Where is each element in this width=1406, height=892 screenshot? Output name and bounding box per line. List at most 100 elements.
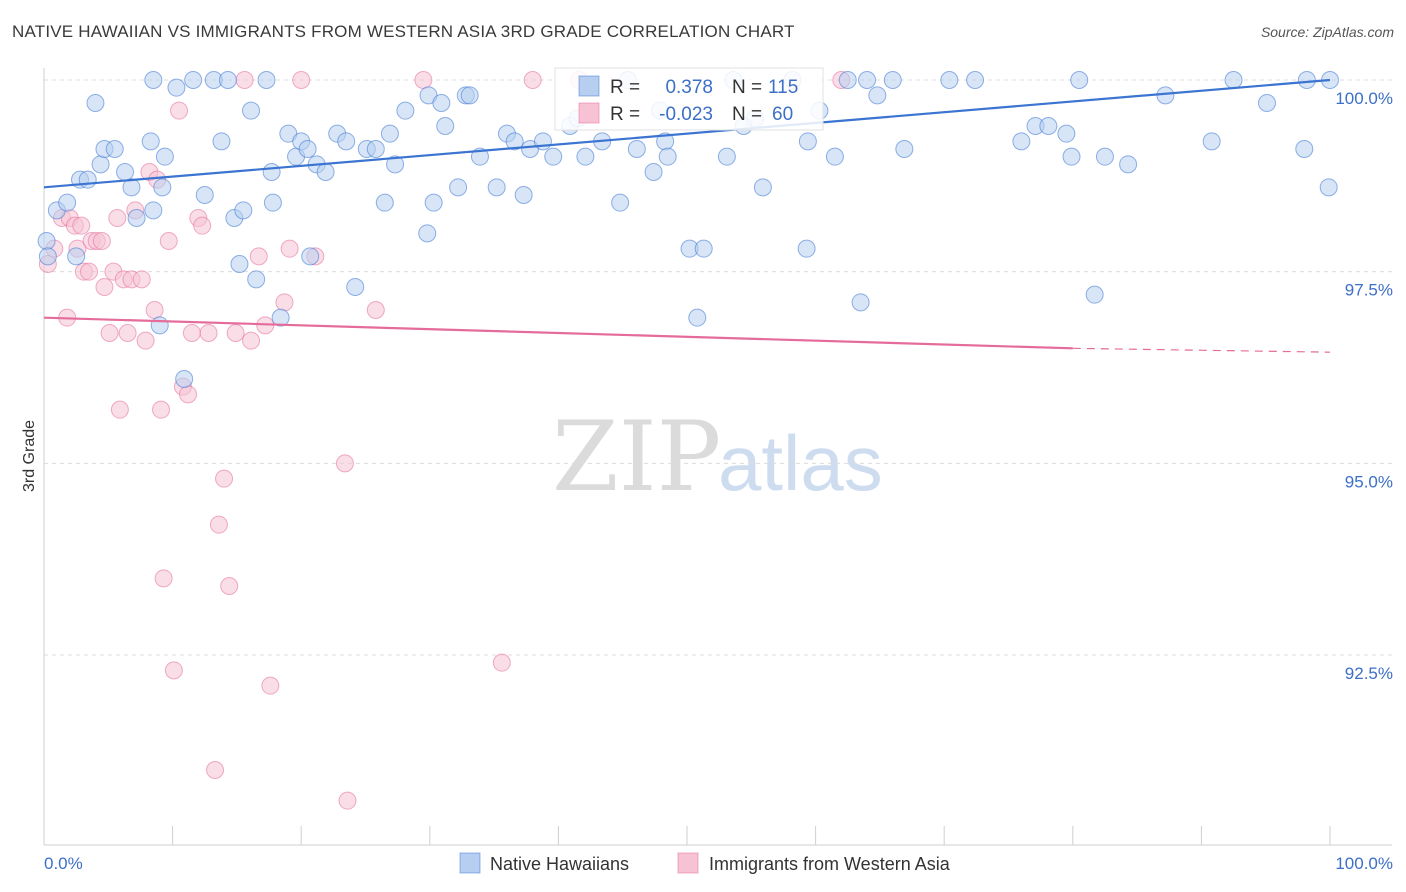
- data-point-native-hawaiians: [753, 178, 772, 197]
- data-point-immigrants-western-asia: [220, 577, 239, 595]
- data-point-native-hawaiians: [184, 71, 203, 89]
- data-point-native-hawaiians: [418, 224, 437, 243]
- data-point-immigrants-western-asia: [209, 515, 228, 534]
- data-point-native-hawaiians: [301, 247, 320, 266]
- data-point-native-hawaiians: [242, 101, 261, 120]
- data-point-native-hawaiians: [375, 193, 394, 212]
- data-point-immigrants-western-asia: [335, 454, 354, 473]
- data-point-immigrants-western-asia: [108, 209, 127, 227]
- data-point-native-hawaiians: [141, 132, 160, 151]
- source-note: Source: ZipAtlas.com: [1260, 24, 1394, 40]
- data-point-native-hawaiians: [627, 140, 646, 158]
- trend-line-immigrants-western-asia: [43, 316, 1073, 350]
- data-point-native-hawaiians: [1224, 71, 1243, 89]
- data-point-immigrants-western-asia: [280, 239, 299, 258]
- data-point-immigrants-western-asia: [366, 301, 385, 319]
- data-point-native-hawaiians: [337, 132, 356, 151]
- data-point-native-hawaiians: [58, 193, 77, 212]
- data-point-native-hawaiians: [316, 163, 335, 181]
- gridlines: [44, 79, 1392, 656]
- data-point-native-hawaiians: [1319, 178, 1338, 197]
- data-point-immigrants-western-asia: [275, 293, 294, 312]
- data-point-native-hawaiians: [1095, 147, 1114, 166]
- data-point-native-hawaiians: [798, 132, 817, 151]
- data-point-native-hawaiians: [396, 101, 415, 120]
- trend-line-immigrants-western-asia-extrapolated: [1072, 347, 1331, 353]
- data-point-native-hawaiians: [346, 278, 365, 296]
- data-point-immigrants-western-asia: [414, 71, 433, 89]
- data-point-native-hawaiians: [38, 247, 57, 266]
- stats-box: R = 0.378 N = 115 R = -0.023 N = 60: [554, 67, 824, 131]
- watermark: ZIP atlas: [552, 401, 883, 513]
- data-point-native-hawaiians: [644, 163, 663, 181]
- data-point-immigrants-western-asia: [206, 761, 225, 779]
- data-point-native-hawaiians: [851, 293, 870, 312]
- legend-blue-swatch: [459, 852, 481, 874]
- data-point-native-hawaiians: [67, 247, 86, 266]
- data-point-native-hawaiians: [505, 132, 524, 151]
- y-axis-title: 3rd Grade: [21, 420, 38, 492]
- data-point-native-hawaiians: [386, 155, 405, 174]
- data-point-immigrants-western-asia: [179, 385, 198, 404]
- data-point-native-hawaiians: [688, 308, 707, 327]
- stats-pink-n-value: 60: [772, 104, 793, 125]
- legend: Native Hawaiians Immigrants from Western…: [459, 852, 951, 874]
- data-point-native-hawaiians: [825, 147, 844, 166]
- data-point-native-hawaiians: [262, 163, 281, 181]
- data-point-native-hawaiians: [460, 86, 479, 105]
- data-point-native-hawaiians: [247, 270, 266, 289]
- data-point-native-hawaiians: [1257, 94, 1276, 112]
- data-point-native-hawaiians: [966, 71, 985, 89]
- data-point-native-hawaiians: [1295, 140, 1314, 158]
- data-point-immigrants-western-asia: [199, 324, 218, 342]
- data-point-native-hawaiians: [257, 71, 276, 89]
- data-point-native-hawaiians: [883, 71, 902, 89]
- data-point-native-hawaiians: [86, 94, 105, 112]
- data-point-native-hawaiians: [1062, 147, 1081, 166]
- x-ticks: [43, 826, 1331, 845]
- legend-pink-swatch: [677, 852, 699, 874]
- data-point-native-hawaiians: [175, 370, 194, 388]
- stats-blue-swatch: [578, 75, 600, 97]
- data-point-native-hawaiians: [658, 147, 677, 166]
- data-point-immigrants-western-asia: [226, 324, 245, 342]
- data-point-native-hawaiians: [218, 71, 237, 89]
- data-point-native-hawaiians: [263, 193, 282, 212]
- data-point-native-hawaiians: [167, 78, 186, 97]
- stats-blue-n-value: 115: [768, 77, 798, 98]
- data-point-immigrants-western-asia: [145, 301, 164, 319]
- data-point-native-hawaiians: [380, 124, 399, 143]
- data-point-immigrants-western-asia: [100, 324, 119, 342]
- data-point-native-hawaiians: [1057, 124, 1076, 143]
- data-point-immigrants-western-asia: [170, 101, 189, 120]
- data-point-native-hawaiians: [153, 178, 172, 197]
- data-point-native-hawaiians: [150, 316, 169, 335]
- data-point-immigrants-western-asia: [154, 569, 173, 588]
- data-point-immigrants-western-asia: [152, 400, 171, 419]
- data-point-immigrants-western-asia: [132, 270, 151, 289]
- data-point-native-hawaiians: [895, 140, 914, 158]
- data-point-native-hawaiians: [436, 117, 455, 135]
- data-point-native-hawaiians: [155, 147, 174, 166]
- data-point-native-hawaiians: [1119, 155, 1138, 174]
- data-point-native-hawaiians: [470, 147, 489, 166]
- data-point-native-hawaiians: [424, 193, 443, 212]
- y-tick-label: 100.0%: [1335, 89, 1393, 108]
- trend-line-native-hawaiians: [43, 78, 1331, 189]
- data-point-native-hawaiians: [1202, 132, 1221, 151]
- stats-blue-n-label: N =: [732, 77, 762, 98]
- y-tick-label: 92.5%: [1345, 664, 1393, 683]
- data-point-native-hawaiians: [1297, 71, 1316, 89]
- data-point-immigrants-western-asia: [242, 331, 261, 350]
- data-point-immigrants-western-asia: [164, 661, 183, 680]
- stats-pink-swatch: [578, 102, 600, 124]
- data-point-immigrants-western-asia: [235, 71, 254, 89]
- data-point-immigrants-western-asia: [292, 71, 311, 89]
- data-point-immigrants-western-asia: [338, 791, 357, 810]
- data-point-native-hawaiians: [432, 94, 451, 112]
- data-point-native-hawaiians: [212, 132, 231, 151]
- data-point-native-hawaiians: [544, 147, 563, 166]
- trend-lines: [43, 78, 1331, 353]
- data-point-native-hawaiians: [717, 147, 736, 166]
